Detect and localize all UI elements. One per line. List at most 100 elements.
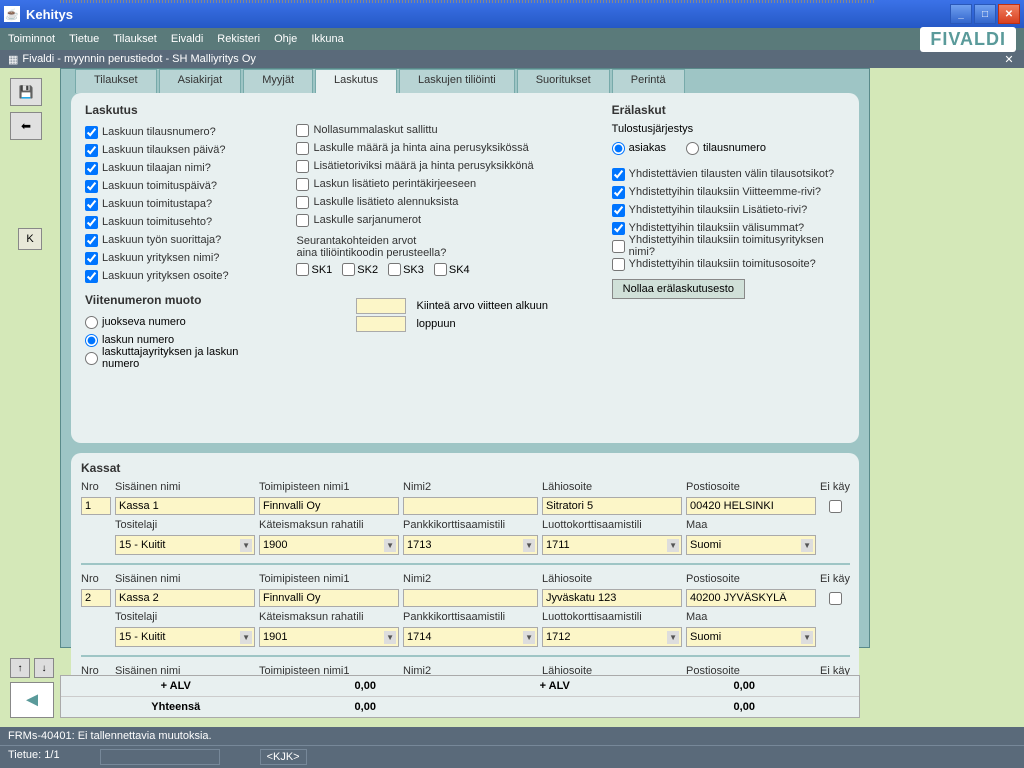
laskutus2-check-1[interactable] bbox=[296, 142, 309, 155]
kassat-title: Kassat bbox=[81, 461, 849, 475]
tab-myyjät[interactable]: Myyjät bbox=[243, 69, 313, 93]
menu-toiminnot[interactable]: Toiminnot bbox=[8, 33, 55, 45]
kassa-tosite-0[interactable]: 15 - Kuitit bbox=[115, 535, 255, 555]
tab-perintä[interactable]: Perintä bbox=[612, 69, 685, 93]
kassa-luotto-1[interactable]: 1712 bbox=[542, 627, 682, 647]
laskutus-check-6[interactable] bbox=[85, 234, 98, 247]
menu-tilaukset[interactable]: Tilaukset bbox=[113, 33, 157, 45]
kassa-posti-1[interactable] bbox=[686, 589, 816, 607]
menu-ikkuna[interactable]: Ikkuna bbox=[311, 33, 343, 45]
tab-laskujen tiliöinti[interactable]: Laskujen tiliöinti bbox=[399, 69, 515, 93]
sk-4-check[interactable] bbox=[434, 263, 447, 276]
kassa-maa-1[interactable]: Suomi bbox=[686, 627, 816, 647]
tab-suoritukset[interactable]: Suoritukset bbox=[517, 69, 610, 93]
kassa-nimi-1[interactable] bbox=[115, 589, 255, 607]
maximize-button[interactable]: □ bbox=[974, 4, 996, 24]
viite-alku-label: Kiinteä arvo viitteen alkuun bbox=[416, 300, 547, 312]
tulost-radio-0[interactable] bbox=[612, 142, 625, 155]
laskutus2-check-2[interactable] bbox=[296, 160, 309, 173]
minimize-button[interactable]: _ bbox=[950, 4, 972, 24]
viite-alku-input[interactable] bbox=[356, 298, 406, 314]
kassa-luotto-0[interactable]: 1711 bbox=[542, 535, 682, 555]
alv-label: + ALV bbox=[81, 680, 271, 692]
kassat-section: Kassat NroSisäinen nimiToimipisteen nimi… bbox=[71, 453, 859, 693]
save-icon[interactable]: 💾 bbox=[10, 78, 42, 106]
viite-radio-0[interactable] bbox=[85, 316, 98, 329]
laskutus-check-7[interactable] bbox=[85, 252, 98, 265]
kassa-nro-1[interactable] bbox=[81, 589, 111, 607]
window-titlebar: ☕ Kehitys _ □ ✕ bbox=[0, 0, 1024, 28]
tulost-radio-1[interactable] bbox=[686, 142, 699, 155]
kassa-tosite-1[interactable]: 15 - Kuitit bbox=[115, 627, 255, 647]
kassa-nimi2-0[interactable] bbox=[403, 497, 538, 515]
kassa-posti-0[interactable] bbox=[686, 497, 816, 515]
kassa-nimi-0[interactable] bbox=[115, 497, 255, 515]
tab-tilaukset[interactable]: Tilaukset bbox=[75, 69, 157, 93]
viite-radio-2[interactable] bbox=[85, 352, 98, 365]
kassa-toimi-0[interactable] bbox=[259, 497, 399, 515]
window-title: Kehitys bbox=[26, 7, 950, 22]
era-check-4[interactable] bbox=[612, 240, 625, 253]
era-check-1[interactable] bbox=[612, 186, 625, 199]
close-button[interactable]: ✕ bbox=[998, 4, 1020, 24]
kassa-lahi-1[interactable] bbox=[542, 589, 682, 607]
status-user: <KJK> bbox=[260, 749, 307, 765]
sk-1-check[interactable] bbox=[296, 263, 309, 276]
kassa-kateis-1[interactable]: 1901 bbox=[259, 627, 399, 647]
laskutus-check-1[interactable] bbox=[85, 144, 98, 157]
laskutus2-check-3[interactable] bbox=[296, 178, 309, 191]
laskutus-check-4[interactable] bbox=[85, 198, 98, 211]
sk-3-check[interactable] bbox=[388, 263, 401, 276]
subwindow-close-button[interactable]: ✕ bbox=[1002, 52, 1016, 66]
java-icon: ☕ bbox=[4, 6, 20, 22]
yhteensa-value2: 0,00 bbox=[650, 701, 840, 713]
menu-rekisteri[interactable]: Rekisteri bbox=[217, 33, 260, 45]
menu-ohje[interactable]: Ohje bbox=[274, 33, 297, 45]
era-check-3[interactable] bbox=[612, 222, 625, 235]
laskutus2-check-0[interactable] bbox=[296, 124, 309, 137]
kassa-lahi-0[interactable] bbox=[542, 497, 682, 515]
kassa-eikayt-1[interactable] bbox=[829, 592, 842, 605]
kassa-kateis-0[interactable]: 1900 bbox=[259, 535, 399, 555]
menu-eivaldi[interactable]: Eivaldi bbox=[171, 33, 203, 45]
seuranta-label1: Seurantakohteiden arvot bbox=[296, 235, 581, 247]
laskutus-check-2[interactable] bbox=[85, 162, 98, 175]
kassa-nimi2-1[interactable] bbox=[403, 589, 538, 607]
laskutus-check-0[interactable] bbox=[85, 126, 98, 139]
tab-laskutus[interactable]: Laskutus bbox=[315, 69, 397, 93]
kassa-maa-0[interactable]: Suomi bbox=[686, 535, 816, 555]
era-check-5[interactable] bbox=[612, 258, 625, 271]
menu-tietue[interactable]: Tietue bbox=[69, 33, 99, 45]
laskutus-check-8[interactable] bbox=[85, 270, 98, 283]
totals-panel: + ALV 0,00 + ALV 0,00 Yhteensä 0,00 0,00 bbox=[60, 675, 860, 718]
kassa-toimi-1[interactable] bbox=[259, 589, 399, 607]
laskutus-check-3[interactable] bbox=[85, 180, 98, 193]
nav-down-button[interactable]: ↓ bbox=[34, 658, 54, 678]
sk-2-check[interactable] bbox=[342, 263, 355, 276]
subwindow-icon: ▦ bbox=[8, 53, 18, 66]
statusbar: FRMs-40401: Ei tallennettavia muutoksia.… bbox=[0, 727, 1024, 768]
back-icon[interactable]: ⬅ bbox=[10, 112, 42, 140]
nav-up-button[interactable]: ↑ bbox=[10, 658, 30, 678]
seuranta-label2: aina tiliöintikoodin perusteella? bbox=[296, 247, 581, 259]
yhteensa-value1: 0,00 bbox=[271, 701, 461, 713]
k-button[interactable]: K bbox=[18, 228, 42, 250]
viite-loppu-input[interactable] bbox=[356, 316, 406, 332]
laskutus2-check-5[interactable] bbox=[296, 214, 309, 227]
reset-eralaskutus-button[interactable]: Nollaa erälaskutusesto bbox=[612, 279, 745, 299]
tulostus-label: Tulostusjärjestys bbox=[612, 123, 845, 135]
yhteensa-label: Yhteensä bbox=[81, 701, 271, 713]
era-check-2[interactable] bbox=[612, 204, 625, 217]
viite-title: Viitenumeron muoto bbox=[85, 293, 266, 307]
laskutus2-check-4[interactable] bbox=[296, 196, 309, 209]
status-tietue: Tietue: 1/1 bbox=[8, 749, 60, 765]
menubar: Toiminnot Tietue Tilaukset Eivaldi Rekis… bbox=[0, 28, 1024, 50]
kassa-pankki-1[interactable]: 1714 bbox=[403, 627, 538, 647]
tab-asiakirjat[interactable]: Asiakirjat bbox=[159, 69, 242, 93]
viite-radio-1[interactable] bbox=[85, 334, 98, 347]
laskutus-check-5[interactable] bbox=[85, 216, 98, 229]
kassa-eikayt-0[interactable] bbox=[829, 500, 842, 513]
kassa-pankki-0[interactable]: 1713 bbox=[403, 535, 538, 555]
kassa-nro-0[interactable] bbox=[81, 497, 111, 515]
era-check-0[interactable] bbox=[612, 168, 625, 181]
